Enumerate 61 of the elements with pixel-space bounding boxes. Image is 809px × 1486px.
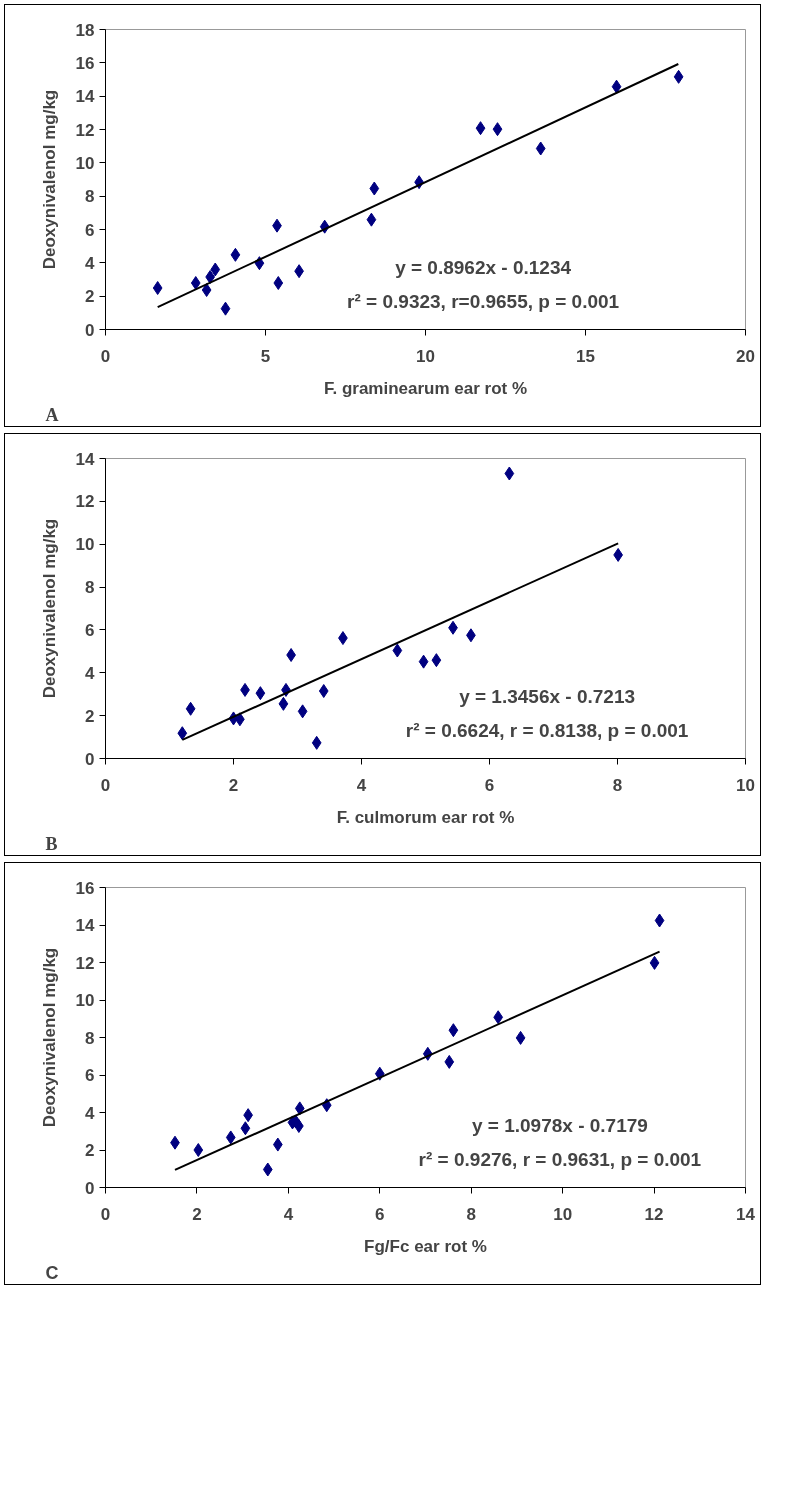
x-tick-label: 8 [466, 1204, 476, 1224]
y-tick-label: 14 [75, 87, 96, 107]
annotation: y = 0.8962x - 0.1234 [395, 256, 572, 278]
y-axis-title: Deoxynivalenol mg/kg [39, 518, 59, 699]
x-tick-label: 12 [644, 1204, 664, 1224]
y-tick-label: 2 [85, 706, 95, 726]
annotation: y = 1.3456x - 0.7213 [459, 685, 636, 707]
x-tick-label: 6 [484, 775, 495, 795]
x-tick-label: 2 [228, 775, 239, 795]
y-tick-label: 4 [85, 663, 96, 683]
annotation: r² = 0.6624, r = 0.8138, p = 0.001 [405, 719, 689, 741]
y-tick-label: 8 [85, 187, 95, 207]
x-tick-label: 6 [375, 1204, 385, 1224]
x-tick-label: 10 [416, 346, 435, 366]
y-tick-label: 0 [85, 1178, 95, 1198]
y-tick-label: 10 [75, 153, 95, 173]
y-tick-label: 10 [75, 991, 95, 1010]
x-axis-title: Fg/Fc ear rot % [364, 1236, 487, 1256]
y-tick-label: 14 [75, 449, 96, 469]
x-tick-label: 20 [736, 346, 755, 366]
annotation: y = 1.0978x - 0.7179 [471, 1114, 648, 1136]
y-tick-label: 8 [85, 1028, 95, 1048]
y-tick-label: 12 [75, 492, 95, 512]
text: C [45, 1262, 59, 1283]
x-tick-label: 5 [260, 346, 271, 366]
x-tick-label: 10 [736, 775, 755, 795]
text: B [45, 833, 58, 854]
x-tick-label: 0 [100, 1204, 111, 1224]
y-tick-label: 0 [85, 749, 95, 769]
y-tick-label: 10 [75, 535, 95, 555]
y-tick-label: 0 [85, 320, 95, 340]
x-tick-label: 15 [576, 346, 595, 366]
x-tick-label: 4 [283, 1204, 294, 1224]
y-tick-label: 12 [75, 953, 95, 973]
annotation: r² = 0.9276, r = 0.9631, p = 0.001 [418, 1148, 702, 1170]
y-tick-label: 18 [75, 20, 95, 40]
x-tick-label: 0 [100, 346, 111, 366]
x-tick-label: 0 [100, 775, 111, 795]
x-tick-label: 2 [192, 1204, 202, 1224]
x-tick-label: 10 [553, 1204, 573, 1224]
y-tick-label: 16 [75, 878, 95, 898]
y-tick-label: 4 [85, 1103, 96, 1123]
annotation: r² = 0.9323, r=0.9655, p = 0.001 [347, 290, 620, 312]
y-tick-label: 4 [85, 253, 96, 273]
y-tick-label: 6 [85, 1066, 95, 1085]
y-tick-label: 14 [75, 916, 96, 935]
y-tick-label: 8 [85, 578, 95, 598]
x-axis-title: F. culmorum ear rot % [336, 807, 515, 827]
y-axis-title: Deoxynivalenol mg/kg [39, 947, 59, 1128]
x-tick-label: 4 [356, 775, 367, 795]
y-tick-label: 6 [85, 620, 95, 640]
y-tick-label: 6 [85, 220, 95, 240]
y-axis-title: Deoxynivalenol mg/kg [39, 89, 59, 270]
y-tick-label: 16 [75, 53, 95, 73]
text: A [45, 404, 59, 425]
y-tick-label: 2 [85, 1141, 95, 1160]
y-tick-label: 12 [75, 120, 95, 140]
x-axis-title: F. graminearum ear rot % [323, 378, 528, 398]
x-tick-label: 14 [736, 1204, 756, 1224]
x-tick-label: 8 [612, 775, 623, 795]
y-tick-label: 2 [85, 287, 95, 307]
